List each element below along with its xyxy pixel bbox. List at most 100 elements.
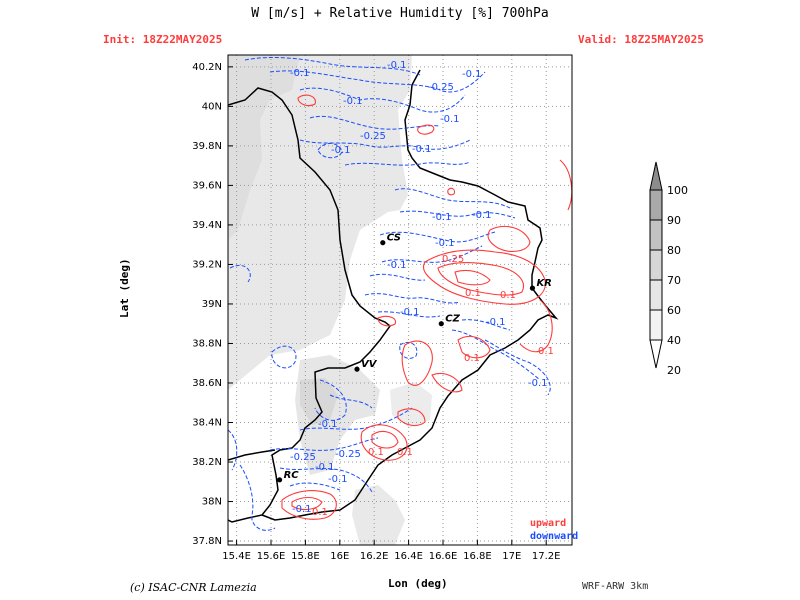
w-contour-down — [379, 231, 496, 243]
y-tick-label: 38.8N — [192, 338, 222, 349]
w-contour-up — [454, 269, 491, 286]
city-dot — [438, 321, 444, 327]
coastline — [228, 87, 392, 523]
w-contour-up — [371, 430, 399, 449]
y-tick-label: 39.8N — [192, 141, 222, 152]
w-contour-down — [369, 273, 426, 281]
humidity-colorbar: 100 90 80 70 60 40 20 — [649, 161, 688, 377]
w-contour-down — [289, 482, 341, 491]
w-contour-down — [229, 264, 251, 283]
w-contour-down — [461, 319, 511, 331]
contour-label-down: -0.1 — [318, 419, 338, 430]
w-contour-down — [451, 329, 541, 381]
contour-label-down: -0.1 — [328, 474, 348, 485]
contour-label-up: 0.1 — [312, 507, 328, 518]
contour-label-down: -0.25 — [428, 82, 454, 93]
y-tick-label: 39.4N — [192, 220, 222, 231]
city-label: VV — [361, 359, 378, 370]
w-contour-down — [279, 467, 373, 493]
w-contour-down — [244, 57, 421, 76]
contour-label-down: -0.1 — [486, 317, 506, 328]
contour-label-down: -0.1 — [432, 212, 452, 223]
humidity-shading — [228, 55, 432, 545]
contour-label-down: -0.1 — [387, 60, 407, 71]
w-contour-down — [299, 87, 466, 113]
city-label: RC — [284, 470, 300, 481]
w-contour-up — [431, 372, 463, 393]
y-tick-label: 38N — [202, 497, 222, 508]
w-contour-down — [377, 311, 441, 318]
colorbar-segment — [649, 249, 663, 281]
w-contour-down — [239, 464, 276, 531]
x-tick-label: 15.4E — [222, 551, 251, 562]
valid-time: Valid: 18Z25MAY2025 — [578, 33, 704, 46]
w-contour-down — [364, 293, 461, 304]
x-tick-label: 16.8E — [463, 551, 492, 562]
city-markers: CS KR CZ VV RC — [277, 233, 552, 483]
legend-upward: upward — [530, 518, 567, 529]
contour-label-down: -0.1 — [412, 144, 432, 155]
y-tick-label: 40.2N — [192, 62, 222, 73]
colorbar-segment — [649, 219, 663, 251]
downward-contours — [228, 57, 551, 531]
w-contour-up — [281, 490, 337, 520]
w-contour-up — [422, 249, 546, 305]
contour-label-up: 0.1 — [500, 290, 516, 301]
model-label: WRF-ARW 3km — [582, 581, 649, 592]
contour-label-down: -0.1 — [331, 145, 351, 156]
w-contour-up — [397, 408, 426, 427]
y-axis-ticks: 37.8N 38N 38.2N 38.4N 38.6N 38.8N 39N 39.2N 39.4… — [192, 62, 233, 547]
contour-label-down: -0.1 — [462, 69, 482, 80]
contour-label-down: -0.1 — [290, 68, 310, 79]
rh-band — [228, 55, 412, 390]
x-tick-label: 16.4E — [394, 551, 423, 562]
contour-label-up: 0.25 — [442, 254, 464, 265]
rh-band — [390, 382, 432, 428]
y-tick-label: 39.2N — [192, 259, 222, 270]
y-tick-label: 39.6N — [192, 180, 222, 191]
contour-label-down: -0.25 — [360, 131, 386, 142]
rh-band — [300, 378, 338, 425]
colorbar-cap-top — [649, 161, 663, 191]
w-contour-up — [519, 299, 553, 353]
contour-label-up: 0.1 — [397, 447, 413, 458]
w-contour-down — [344, 161, 471, 166]
y-tick-label: 39N — [202, 299, 222, 310]
w-contour-down — [269, 437, 379, 451]
w-contour-up — [559, 159, 572, 211]
x-tick-label: 17.2E — [532, 551, 561, 562]
city-label: CZ — [445, 314, 460, 325]
w-contour-down — [314, 379, 347, 421]
colorbar-label: 40 — [667, 334, 681, 347]
w-contour-up — [360, 424, 408, 461]
contour-label-down: -0.1 — [528, 378, 548, 389]
credit-text: (c) ISAC-CNR Lamezia — [130, 581, 257, 594]
y-tick-label: 38.6N — [192, 378, 222, 389]
x-tick-label: 17E — [502, 551, 521, 562]
x-tick-label: 15.8E — [291, 551, 320, 562]
x-tick-label: 16.2E — [360, 551, 389, 562]
y-axis-label: Lat (deg) — [118, 258, 131, 318]
contour-labels: -0.1 -0.1 -0.1 -0.25 -0.1 -0.1 -0.25 -0.… — [290, 60, 554, 518]
colorbar-label: 90 — [667, 214, 681, 227]
city-dot — [354, 366, 360, 372]
w-contour-down — [329, 394, 373, 409]
w-contour-down — [399, 210, 516, 219]
contour-label-up: 0.1 — [464, 353, 480, 364]
x-tick-label: 16.6E — [429, 551, 458, 562]
contour-label-down: -0.25 — [335, 449, 361, 460]
contour-label-up: 0.1 — [368, 447, 384, 458]
w-contour-down — [309, 115, 441, 130]
w-contour-up — [297, 94, 316, 107]
colorbar-segment — [649, 279, 663, 311]
contour-label-down: -0.1 — [400, 307, 420, 318]
w-contour-up — [457, 335, 491, 359]
w-contour-up — [437, 261, 524, 296]
w-contour-down — [484, 339, 551, 396]
w-contour-up — [447, 187, 456, 196]
w-contour-up — [291, 496, 323, 511]
y-tick-label: 38.4N — [192, 418, 222, 429]
contour-label-down: -0.1 — [292, 504, 312, 515]
w-contour-down — [317, 143, 343, 159]
